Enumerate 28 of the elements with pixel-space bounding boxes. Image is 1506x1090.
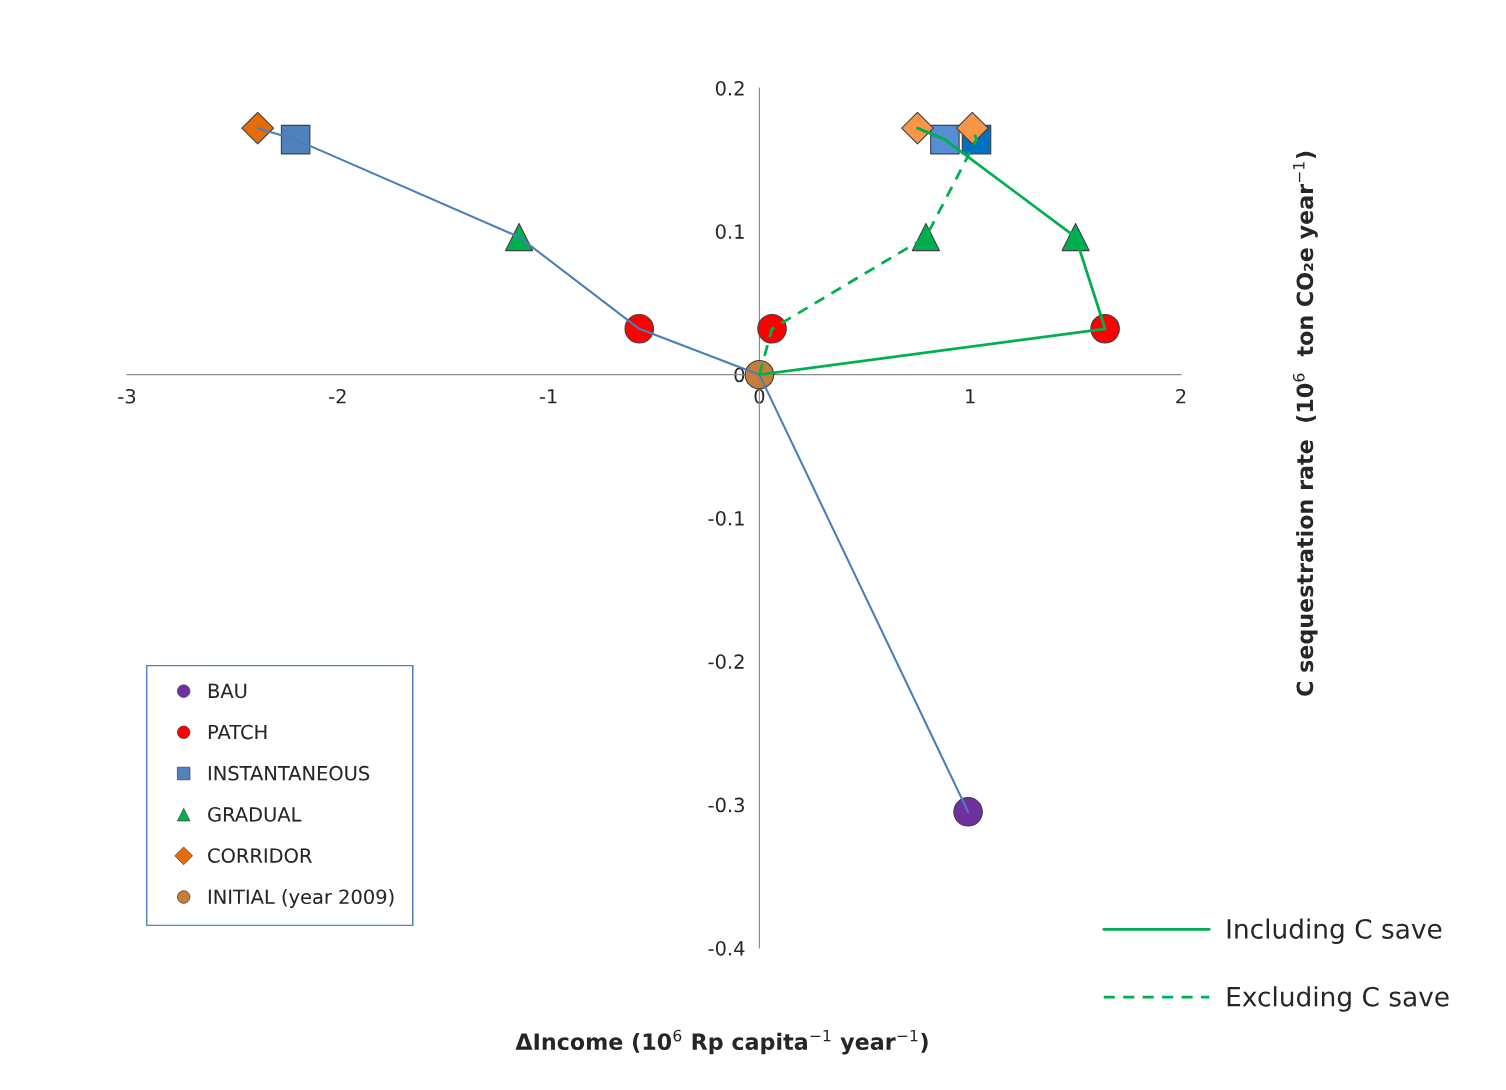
- point: [955, 111, 989, 145]
- legend-label: PATCH: [208, 724, 267, 740]
- point: [901, 111, 934, 145]
- y-tick-label: 0.1: [715, 224, 744, 239]
- legend-label: BAU: [208, 683, 247, 699]
- y-tick-label: -0.3: [708, 797, 744, 813]
- legend-label: CORRIDOR: [208, 848, 312, 863]
- y-tick-label: -0.2: [708, 654, 744, 669]
- point: [241, 111, 275, 145]
- x-tick-label: -1: [539, 389, 557, 404]
- x-tick-label: -2: [329, 388, 346, 404]
- point: [911, 222, 941, 252]
- y-tick-label: 0.2: [715, 80, 744, 96]
- y-tick-label: -0.4: [708, 940, 745, 956]
- x-tick-label: 0: [754, 388, 765, 404]
- y-axis-title: C sequestration rate (10$^{6}$ ton CO₂e year$^{−1}$): [1292, 151, 1318, 696]
- x-tick-label: -3: [118, 388, 136, 404]
- legend-label: INSTANTANEOUS: [208, 765, 370, 781]
- x-tick-label: 2: [1176, 388, 1186, 404]
- legend-label: GRADUAL: [208, 807, 302, 822]
- y-tick-label: -0.1: [708, 510, 744, 526]
- legend-label: Excluding C save: [1227, 986, 1449, 1012]
- legend-label: Including C save: [1227, 918, 1442, 944]
- x-tick-label: 1: [966, 389, 975, 404]
- x-axis-title: ΔIncome (10$^{6}$ Rp capita$^{−1}$ year$^{−1}$): [515, 1029, 928, 1055]
- point: [280, 124, 311, 155]
- legend-label: INITIAL (year 2009): [208, 889, 394, 908]
- point: [953, 797, 983, 827]
